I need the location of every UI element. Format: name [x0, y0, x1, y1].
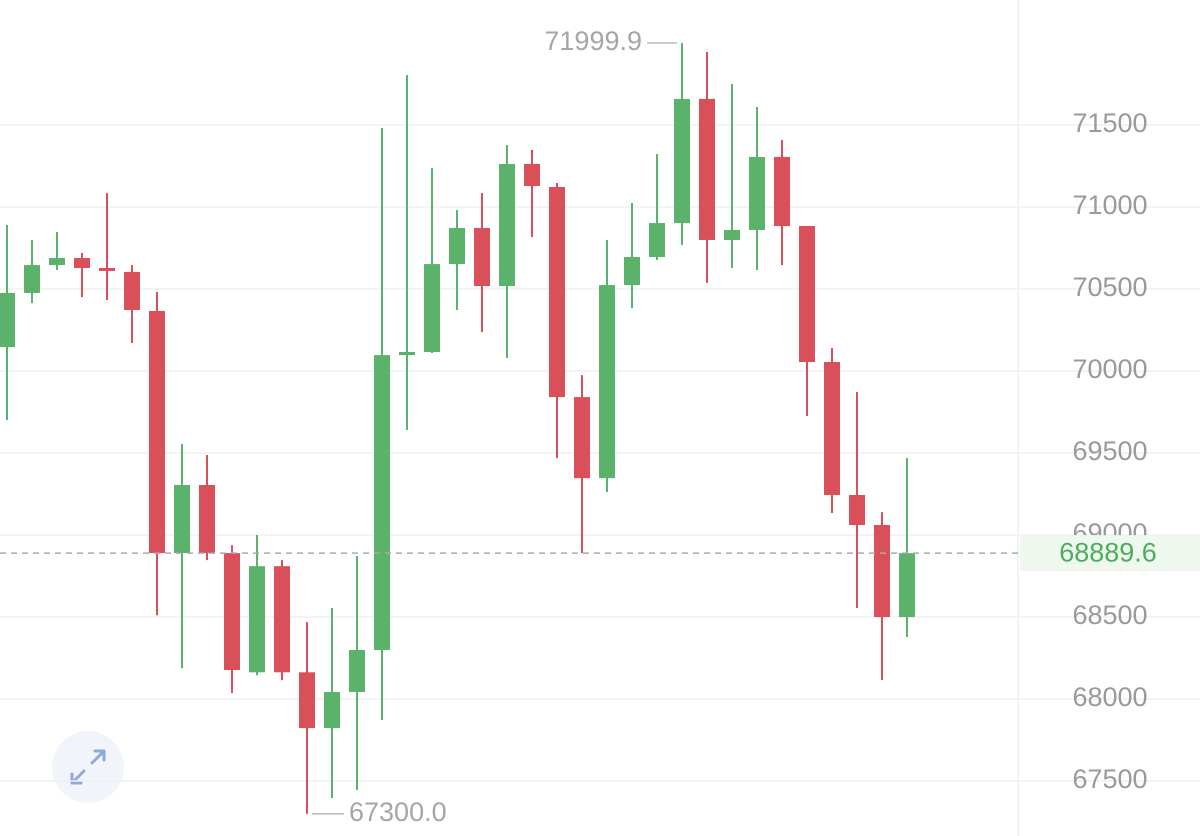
last-price-tag [1020, 535, 1200, 572]
candle-body [599, 285, 615, 479]
y-tick-label: 71500 [1072, 108, 1147, 138]
candle-body [899, 553, 915, 618]
candle-body [824, 361, 840, 496]
candle-body [499, 164, 515, 287]
candle-body [624, 257, 640, 286]
y-tick-label: 71000 [1072, 190, 1147, 220]
candle-body [649, 223, 665, 258]
candle-body [449, 227, 465, 265]
candle-body [0, 292, 15, 348]
candle-body [49, 258, 65, 266]
last-price-label: 68889.6 [1059, 537, 1157, 567]
candle-body [99, 268, 115, 271]
candle-body [124, 271, 140, 310]
candle-body [774, 156, 790, 227]
max-label: 71999.9 [544, 26, 642, 56]
candle-body [724, 229, 740, 240]
candle-body [349, 650, 365, 692]
y-tick-label: 70000 [1072, 354, 1147, 384]
candle-body [474, 227, 490, 287]
y-tick-label: 70500 [1072, 272, 1147, 302]
candle-body [849, 495, 865, 526]
y-tick-label: 68500 [1072, 600, 1147, 630]
candle-body [799, 226, 815, 362]
min-label: 67300.0 [349, 797, 447, 827]
candle-body [574, 397, 590, 479]
candle-body [399, 351, 415, 356]
candle-body [874, 525, 890, 618]
candle-body [699, 98, 715, 240]
candle-body [424, 264, 440, 352]
candle-body [74, 258, 90, 269]
expand-icon[interactable] [70, 749, 106, 785]
candle-body [374, 355, 390, 651]
candle-body [549, 186, 565, 398]
y-tick-label: 68000 [1072, 682, 1147, 712]
candle-body [24, 265, 40, 293]
candle-body [199, 485, 215, 554]
y-tick-label: 67500 [1072, 764, 1147, 794]
candle-body [249, 566, 265, 673]
candle-body [749, 156, 765, 230]
expand-button[interactable] [52, 731, 124, 803]
candle-body [674, 98, 690, 224]
y-tick-label: 69500 [1072, 436, 1147, 466]
candle-body [299, 672, 315, 729]
candle-body [224, 553, 240, 671]
expand-button-bg[interactable] [52, 731, 124, 803]
candle-body [324, 691, 340, 729]
candle-body [524, 164, 540, 186]
candle-body [149, 310, 165, 554]
candle-body [174, 485, 190, 554]
candle-body [274, 566, 290, 673]
